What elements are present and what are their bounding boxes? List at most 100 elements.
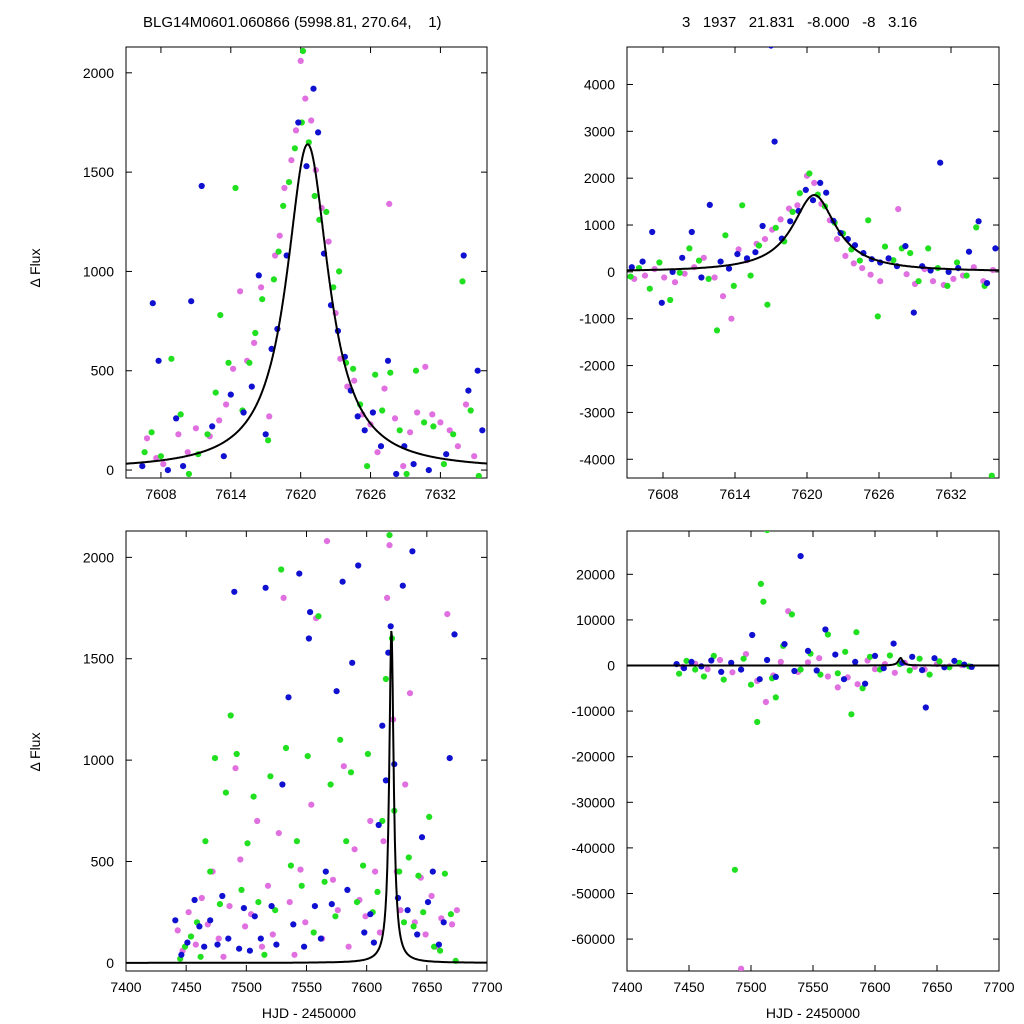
data-point — [440, 919, 447, 926]
data-point — [311, 903, 318, 910]
data-point — [212, 389, 219, 396]
data-point — [700, 254, 707, 261]
data-point — [444, 611, 451, 618]
data-point — [264, 882, 272, 889]
data-point — [258, 284, 265, 291]
data-point — [157, 453, 164, 460]
y-tick-label: 1000 — [83, 752, 114, 768]
data-point — [407, 429, 414, 436]
data-point — [285, 179, 293, 186]
data-point — [474, 367, 481, 374]
data-point — [446, 427, 453, 434]
x-tick-label: 7620 — [791, 486, 822, 502]
data-point — [387, 369, 394, 376]
data-point — [710, 652, 717, 660]
data-point — [711, 274, 718, 281]
data-point — [196, 923, 203, 930]
data-point — [230, 365, 237, 372]
data-point — [184, 449, 191, 456]
data-point — [919, 667, 926, 674]
data-point — [747, 272, 754, 279]
data-point — [781, 641, 788, 648]
data-point — [754, 718, 761, 726]
data-point — [250, 793, 257, 800]
data-point — [467, 407, 474, 414]
data-point — [453, 907, 460, 914]
data-point — [729, 669, 736, 676]
data-point — [350, 365, 357, 372]
data-point — [742, 651, 750, 658]
data-point — [443, 451, 450, 458]
data-point — [713, 327, 721, 334]
data-point — [747, 681, 755, 688]
xlabel-bottom-left: HJD - 2450000 — [262, 1005, 356, 1021]
data-point — [425, 467, 432, 474]
y-tick-label: -4000 — [579, 451, 615, 467]
data-point — [223, 401, 230, 408]
data-point — [379, 817, 386, 825]
data-point — [374, 449, 381, 456]
data-point — [752, 249, 759, 256]
data-point — [192, 425, 199, 432]
data-point — [376, 929, 383, 936]
data-point — [251, 913, 258, 920]
data-point — [361, 929, 368, 936]
data-point — [945, 268, 952, 275]
data-point — [409, 548, 416, 555]
data-point — [951, 657, 958, 665]
data-point — [242, 923, 249, 930]
data-point — [349, 659, 356, 666]
data-point — [184, 939, 191, 946]
data-point — [743, 255, 751, 262]
data-point — [706, 201, 713, 208]
data-point — [757, 580, 765, 588]
data-point — [360, 862, 367, 869]
data-point — [216, 901, 223, 908]
data-point — [772, 224, 779, 231]
data-point — [261, 951, 268, 958]
data-point — [902, 243, 909, 250]
data-point — [168, 355, 175, 362]
data-point — [303, 163, 310, 170]
x-tick-label: 7600 — [859, 979, 890, 995]
y-tick-label: 4000 — [584, 76, 615, 92]
data-point — [853, 629, 860, 636]
data-point — [231, 588, 238, 595]
y-tick-label: -50000 — [571, 885, 615, 901]
data-point — [834, 670, 841, 677]
xlabel-bottom-right: HJD - 2450000 — [766, 1005, 860, 1021]
data-point — [916, 655, 923, 662]
data-point — [447, 911, 454, 918]
data-point — [201, 943, 208, 950]
data-point — [679, 254, 686, 261]
data-point — [728, 659, 735, 666]
y-tick-label: -20000 — [571, 749, 615, 765]
data-point — [288, 157, 295, 164]
y-tick-label: 0 — [607, 658, 615, 674]
data-point — [292, 127, 300, 134]
data-point — [257, 935, 264, 942]
data-point — [768, 47, 774, 49]
data-point — [351, 846, 358, 853]
data-point — [925, 245, 932, 252]
data-point — [297, 57, 304, 64]
data-point — [323, 208, 330, 215]
data-point — [279, 781, 286, 788]
data-point — [788, 611, 796, 618]
data-point — [886, 652, 894, 659]
y-tick-label: -2000 — [579, 358, 615, 374]
data-point — [865, 217, 872, 224]
data-point — [265, 437, 272, 444]
y-tick-label: 2000 — [83, 65, 114, 81]
data-point — [649, 228, 656, 236]
data-point — [402, 781, 409, 788]
data-point — [386, 542, 393, 549]
data-point — [344, 886, 351, 894]
data-point — [856, 257, 863, 264]
data-point — [937, 159, 944, 166]
data-point — [639, 258, 646, 265]
x-tick-label: 7500 — [735, 979, 766, 995]
data-point — [738, 965, 745, 971]
data-point — [405, 854, 412, 861]
data-point — [361, 427, 368, 434]
